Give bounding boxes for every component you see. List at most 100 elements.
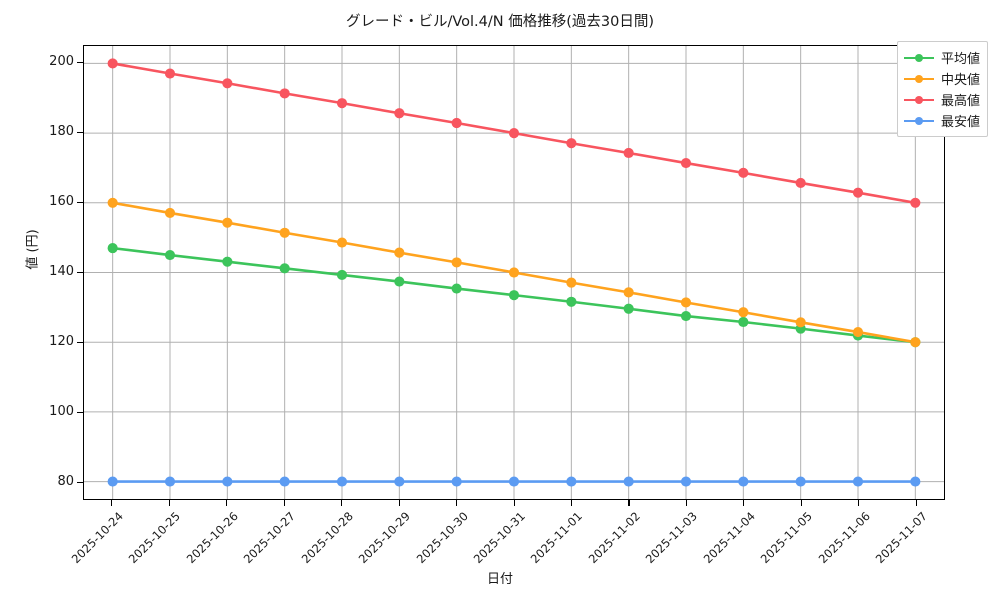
series-marker [623,476,634,487]
series-marker [279,476,290,487]
x-tick-label: 2025-10-25 [125,509,184,567]
y-tick-mark [77,482,83,484]
series-marker [738,167,749,178]
series-marker [623,303,634,314]
series-marker [107,197,118,208]
series-marker [336,269,348,281]
series-marker [279,227,290,238]
series-marker [451,283,462,294]
x-axis-label: 日付 [486,572,513,587]
series-marker [394,247,405,258]
y-tick-label: 120 [49,333,74,349]
y-tick-mark [77,132,83,134]
x-tick-mark [800,500,802,506]
series-marker [107,58,118,69]
y-tick-mark [77,272,83,274]
series-marker [566,277,577,288]
x-tick-mark [398,500,400,506]
legend-label: 中央値 [940,73,980,88]
x-tick-mark [570,500,573,506]
series-marker [451,476,462,487]
data-series-layer [107,58,921,487]
legend-swatch [903,115,934,127]
chart-title: グレード・ビル/Vol.4/N 価格推移(過去30日間) [345,14,655,30]
y-tick-label: 140 [49,263,74,279]
x-tick-mark [685,500,687,506]
legend-label: 最高値 [940,94,980,109]
x-tick-mark [226,500,228,506]
series-marker [623,147,634,159]
series-marker [795,177,806,189]
x-tick-mark [513,500,515,506]
series-marker [336,476,348,487]
legend-item[interactable]: 中央値 [903,68,980,89]
series-marker [852,187,864,198]
series-marker [623,287,634,298]
y-tick-mark [77,202,83,204]
y-tick-label: 100 [49,403,74,419]
legend-item[interactable]: 最高値 [903,89,980,110]
y-tick-label: 200 [49,53,74,69]
series-marker [508,128,520,139]
x-tick-mark [628,500,630,506]
series-marker [222,476,233,487]
x-tick-label: 2025-10-26 [183,509,241,567]
x-tick-mark [456,500,458,506]
legend-item[interactable]: 最安値 [903,110,980,131]
legend-label: 平均値 [940,52,980,67]
x-tick-mark [283,500,285,506]
series-marker [107,476,118,487]
legend-swatch [903,52,934,64]
series-marker [680,310,692,322]
chart-legend[interactable]: 平均値中央値最高値最安値 [896,41,988,137]
legend-item[interactable]: 平均値 [903,47,980,68]
legend-swatch [903,94,934,106]
series-marker [738,316,749,328]
series-marker [852,327,864,338]
series-marker [164,68,176,79]
series-marker [279,88,290,99]
series-marker [279,263,290,274]
series-marker [394,108,405,119]
series-marker [336,237,348,248]
x-tick-label: 2025-10-27 [240,509,299,567]
y-axis-tick-labels: 80 100 120 140 160 180 200 [0,0,74,600]
series-marker [852,476,864,487]
series-marker [222,256,233,267]
series-marker [795,476,806,487]
x-tick-label: 2025-10-31 [470,509,528,567]
y-tick-mark [77,62,83,64]
series-marker [164,207,176,218]
x-tick-mark [743,500,745,506]
series-marker [222,78,233,89]
series-marker [910,476,921,487]
series-marker [107,243,118,254]
y-tick-mark [77,412,83,414]
series-marker [738,476,749,487]
y-tick-label: 80 [57,473,74,489]
series-marker [795,317,806,328]
y-tick-label: 180 [49,123,74,139]
series-marker [910,197,921,208]
x-tick-label: 2025-11-04 [700,509,758,567]
series-marker [451,257,462,268]
y-tick-label: 160 [49,193,74,209]
x-tick-label: 2025-11-02 [585,509,643,567]
x-tick-label: 2025-11-07 [872,509,931,567]
x-tick-label: 2025-11-03 [643,509,701,567]
legend-swatch [903,73,934,85]
series-marker [508,476,520,487]
series-marker [394,476,405,487]
x-tick-mark [111,500,113,506]
series-marker [164,249,176,261]
x-tick-label: 2025-10-29 [355,509,413,567]
series-marker [508,267,520,278]
x-tick-label: 2025-11-01 [528,509,586,567]
series-marker [566,296,577,307]
series-marker [680,476,692,487]
series-marker [566,476,577,487]
plot-area [83,45,945,500]
legend-label: 最安値 [940,115,980,130]
series-marker [164,476,176,487]
series-marker [910,337,921,348]
